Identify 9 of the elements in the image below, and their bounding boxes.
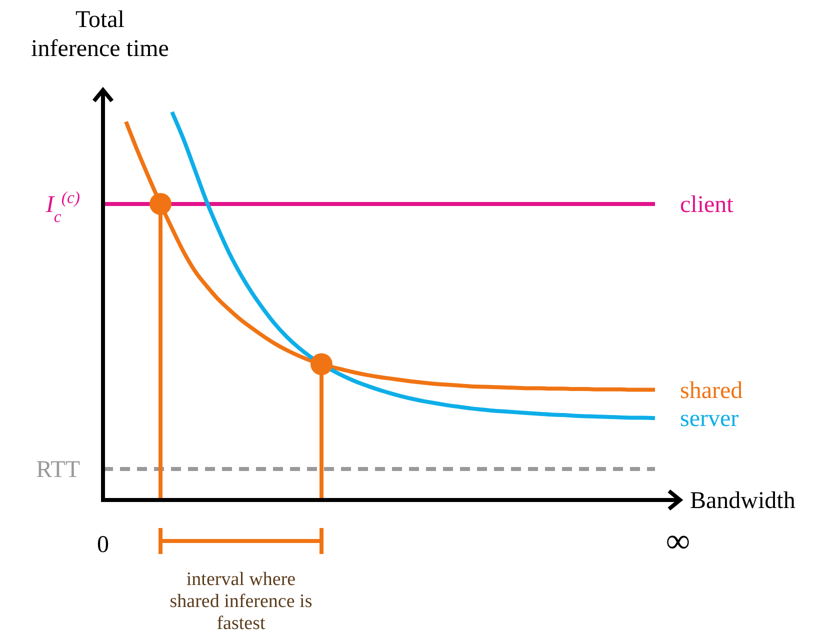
x-tick-label: ∞ <box>666 523 690 560</box>
x-axis-title: Bandwidth <box>690 488 796 514</box>
y-axis-title: Total inference time <box>31 7 169 62</box>
ref-line-label: RTT <box>36 456 80 483</box>
series-label: client <box>680 192 734 218</box>
series-label: shared <box>680 378 743 404</box>
x-tick-label: 0 <box>97 532 109 558</box>
series-label: server <box>680 406 739 432</box>
text: interval where shared inference is fastest <box>170 569 312 631</box>
